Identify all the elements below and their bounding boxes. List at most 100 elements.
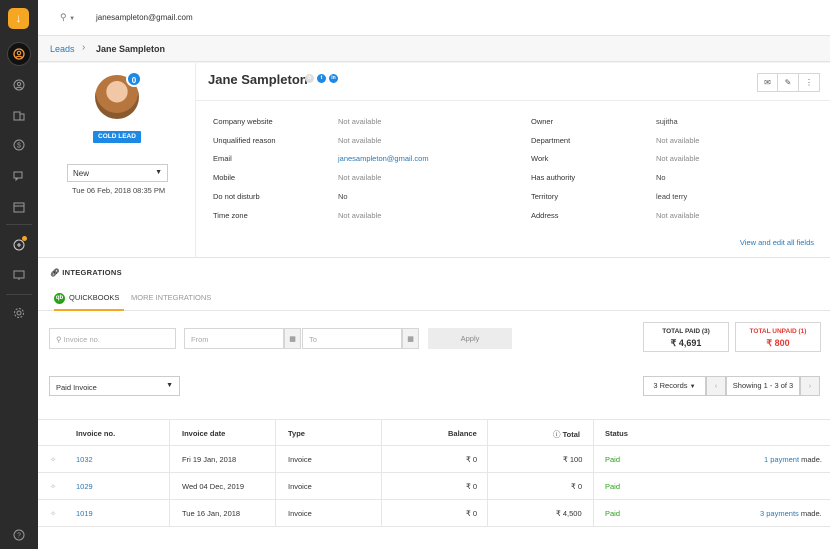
notification-dot [22, 236, 27, 241]
pin-icon[interactable]: ✧ [50, 482, 57, 491]
calendar-icon[interactable]: ▦ [402, 328, 419, 349]
invoice-placeholder: Invoice no. [63, 335, 100, 344]
field-value-owner: sujitha [656, 117, 678, 126]
breadcrumb-leads-link[interactable]: Leads [50, 44, 75, 54]
linkedin-icon[interactable]: in [329, 74, 338, 83]
col-invoice-no[interactable]: Invoice no. [76, 429, 116, 438]
caret-down-icon: ▼ [155, 169, 162, 176]
chevron-right-icon: › [82, 42, 86, 53]
field-value-email[interactable]: janesampleton@gmail.com [338, 154, 429, 163]
table-row: ✧ 1019 Tue 16 Jan, 2018 Invoice ₹ 0 ₹ 4,… [38, 500, 830, 527]
pin-icon[interactable]: ✧ [50, 455, 57, 464]
payment-count: 3 [760, 509, 765, 518]
lead-status-select[interactable]: New ▼ [67, 164, 168, 182]
field-value-department: Not available [656, 136, 700, 145]
more-button[interactable]: ⋮ [799, 73, 820, 92]
more-vertical-icon: ⋮ [805, 78, 813, 87]
field-label-unqualified-reason: Unqualified reason [213, 136, 276, 145]
payment-suffix: made. [801, 455, 822, 464]
sidebar-item-campaigns[interactable] [0, 232, 38, 258]
email-button[interactable]: ✉ [757, 73, 778, 92]
field-value-territory: lead terry [656, 192, 688, 201]
col-status[interactable]: Status [605, 429, 628, 438]
sidebar: ↓ $ ? [0, 0, 38, 549]
payments-made-link[interactable]: 1 payment made. [764, 455, 822, 464]
col-total-label: Total [562, 430, 580, 439]
apply-button[interactable]: Apply [428, 328, 512, 349]
chat-icon [13, 171, 23, 182]
invoice-status: Paid [605, 509, 621, 518]
records-per-page-select[interactable]: 3 Records ▼ [643, 376, 706, 396]
field-label-owner: Owner [531, 117, 554, 126]
field-value-do-not-disturb: No [338, 192, 348, 201]
next-page-button[interactable]: › [800, 376, 820, 396]
lead-actions: ✉ ✎ ⋮ [757, 73, 820, 92]
col-total[interactable]: ⓘ Total [553, 429, 580, 440]
chevron-left-icon: ‹ [714, 381, 718, 390]
caret-down-icon: ▼ [166, 382, 173, 389]
col-type[interactable]: Type [288, 429, 305, 438]
sidebar-item-calendar[interactable] [0, 194, 38, 220]
invoice-type: Invoice [288, 482, 312, 491]
field-value-unqualified-reason: Not available [338, 136, 382, 145]
pin-icon[interactable]: ✧ [50, 509, 57, 518]
invoice-status: Paid [605, 455, 621, 464]
sidebar-item-reports[interactable] [0, 262, 38, 288]
invoice-type-value: Paid Invoice [56, 383, 97, 392]
calendar-icon [13, 202, 25, 213]
integration-tabs: qb QUICKBOOKS MORE INTEGRATIONS [38, 284, 830, 311]
sidebar-item-help[interactable]: ? [0, 522, 38, 548]
prev-page-button[interactable]: ‹ [706, 376, 726, 396]
total-paid-value: ₹ 4,691 [670, 338, 702, 348]
to-date-input[interactable]: To [302, 328, 402, 349]
leads-icon [7, 42, 31, 66]
edit-button[interactable]: ✎ [778, 73, 799, 92]
payments-made-link[interactable]: 3 payments made. [760, 509, 822, 518]
envelope-icon: ✉ [764, 78, 771, 87]
sidebar-divider [6, 224, 32, 225]
col-invoice-date[interactable]: Invoice date [182, 429, 226, 438]
total-paid-card: TOTAL PAID (3) ₹ 4,691 [643, 322, 729, 352]
sidebar-item-deals[interactable]: $ [0, 132, 38, 158]
sidebar-item-settings[interactable] [0, 300, 38, 326]
sidebar-item-accounts[interactable] [0, 102, 38, 128]
sidebar-item-conversations[interactable] [0, 163, 38, 189]
invoice-total: ₹ 4,500 [556, 509, 582, 518]
link-icon: 🔗︎ [50, 268, 60, 277]
col-balance[interactable]: Balance [448, 429, 477, 438]
payment-word: payments [766, 509, 799, 518]
breadcrumb: Leads › Jane Sampleton [38, 36, 830, 62]
invoice-number-link[interactable]: 1019 [76, 509, 93, 518]
table-header: Invoice no. Invoice date Type Balance ⓘ … [38, 419, 830, 446]
sidebar-item-contacts[interactable] [0, 72, 38, 98]
integrations-title: INTEGRATIONS [62, 268, 122, 277]
search-dropdown[interactable]: ⚲ ▼ [60, 12, 75, 23]
help-icon: ? [13, 529, 25, 541]
contacts-icon [13, 79, 25, 91]
view-all-fields-link[interactable]: View and edit all fields [739, 238, 814, 247]
invoice-number-link[interactable]: 1032 [76, 455, 93, 464]
sidebar-divider [6, 294, 32, 295]
tab-quickbooks[interactable]: qb QUICKBOOKS [54, 284, 124, 311]
twitter-icon[interactable]: t [317, 74, 326, 83]
field-label-mobile: Mobile [213, 173, 236, 182]
invoice-search-input[interactable]: ⚲ Invoice no. [49, 328, 176, 349]
field-value-time-zone: Not available [338, 211, 382, 220]
tab-more-integrations[interactable]: MORE INTEGRATIONS [131, 293, 212, 302]
top-bar: ⚲ ▼ janesampleton@gmail.com [38, 0, 830, 36]
sidebar-item-leads[interactable] [0, 41, 38, 67]
svg-text:?: ? [17, 533, 21, 540]
invoice-total: ₹ 100 [563, 455, 583, 464]
dollar-icon: $ [13, 139, 25, 151]
calendar-icon[interactable]: ▦ [284, 328, 301, 349]
pagination-status: Showing 1 - 3 of 3 [726, 376, 800, 396]
lead-summary-panel: 0 COLD LEAD New ▼ Tue 06 Feb, 2018 08:35… [38, 63, 196, 258]
invoice-number-link[interactable]: 1029 [76, 482, 93, 491]
from-date-input[interactable]: From [184, 328, 284, 349]
campaign-icon [13, 239, 25, 251]
column-divider [275, 419, 276, 527]
column-divider [381, 419, 382, 527]
star-icon[interactable]: ☆ [305, 74, 314, 83]
app-logo-icon[interactable]: ↓ [8, 8, 29, 29]
invoice-type-select[interactable]: Paid Invoice ▼ [49, 376, 180, 396]
